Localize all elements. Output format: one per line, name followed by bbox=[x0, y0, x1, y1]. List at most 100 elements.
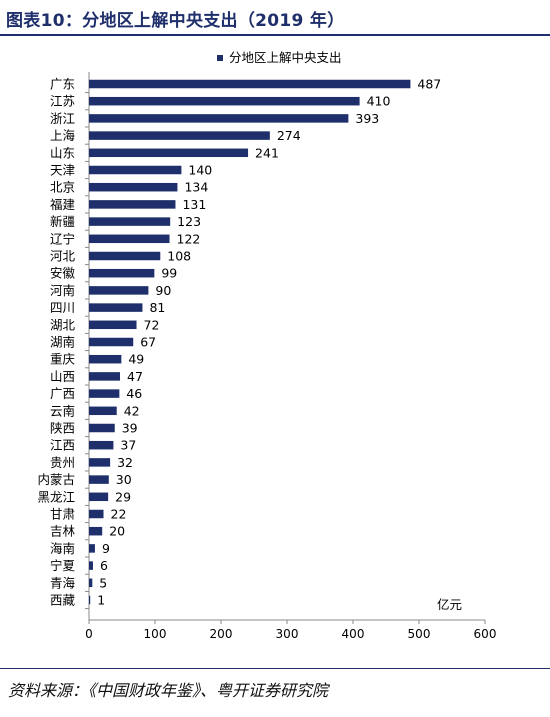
data-label: 393 bbox=[355, 111, 379, 126]
bar bbox=[89, 423, 115, 433]
bar bbox=[89, 148, 249, 158]
x-tick-label: 100 bbox=[144, 627, 167, 641]
data-label: 67 bbox=[140, 335, 156, 350]
bar bbox=[89, 337, 134, 347]
category-label: 湖北 bbox=[50, 317, 76, 332]
data-label: 39 bbox=[122, 421, 138, 436]
bar bbox=[89, 251, 161, 261]
bar bbox=[89, 96, 360, 106]
bar bbox=[89, 475, 109, 484]
category-label: 山西 bbox=[50, 369, 75, 384]
bar bbox=[89, 458, 111, 467]
data-label: 134 bbox=[184, 180, 208, 195]
category-label: 广东 bbox=[50, 77, 75, 92]
bar bbox=[89, 509, 104, 519]
category-label: 江苏 bbox=[50, 94, 75, 109]
bar-chart: 分地区上解中央支出 0 100 200 300 400 500 600 亿元 广东 487 江苏 410… bbox=[37, 50, 497, 641]
data-label: 487 bbox=[417, 77, 441, 92]
bar bbox=[89, 286, 149, 295]
category-label: 新疆 bbox=[50, 214, 75, 229]
data-label: 42 bbox=[124, 403, 140, 418]
category-label: 宁夏 bbox=[50, 558, 76, 573]
bar bbox=[89, 578, 93, 588]
category-label: 四川 bbox=[50, 300, 75, 315]
bar bbox=[89, 372, 121, 381]
category-label: 浙江 bbox=[50, 111, 75, 126]
data-label: 32 bbox=[117, 455, 133, 470]
x-tick-label: 600 bbox=[474, 627, 497, 641]
data-label: 29 bbox=[115, 489, 131, 504]
data-label: 90 bbox=[155, 283, 171, 298]
category-label: 河南 bbox=[50, 283, 75, 298]
category-label: 广西 bbox=[50, 386, 75, 401]
data-label: 140 bbox=[188, 163, 212, 178]
x-tick-label: 200 bbox=[210, 627, 233, 641]
category-label: 福建 bbox=[50, 197, 76, 212]
x-tick-label: 300 bbox=[276, 627, 299, 641]
bar bbox=[89, 217, 171, 226]
data-label: 37 bbox=[120, 438, 136, 453]
bar bbox=[89, 440, 114, 450]
bar bbox=[89, 561, 93, 570]
data-label: 1 bbox=[97, 593, 105, 608]
category-label: 安徽 bbox=[50, 266, 76, 281]
bar bbox=[89, 79, 411, 89]
category-label: 上海 bbox=[50, 128, 76, 143]
x-tick-label: 400 bbox=[342, 627, 365, 641]
data-label: 46 bbox=[126, 386, 142, 401]
data-label: 410 bbox=[367, 94, 391, 109]
data-label: 22 bbox=[111, 507, 127, 522]
bar bbox=[89, 406, 117, 416]
x-tick-label: 500 bbox=[408, 627, 431, 641]
bar bbox=[89, 595, 91, 605]
bar bbox=[89, 354, 122, 364]
category-label: 辽宁 bbox=[50, 231, 75, 246]
data-label: 81 bbox=[149, 300, 165, 315]
category-label: 天津 bbox=[50, 163, 75, 178]
category-label: 吉林 bbox=[50, 524, 76, 539]
data-label: 108 bbox=[167, 249, 191, 264]
category-label: 贵州 bbox=[50, 455, 75, 470]
data-label: 122 bbox=[177, 231, 201, 246]
bar bbox=[89, 200, 176, 209]
data-label: 9 bbox=[102, 541, 110, 556]
data-label: 274 bbox=[277, 128, 301, 143]
bar bbox=[89, 320, 137, 330]
category-label: 海南 bbox=[50, 541, 75, 556]
category-label: 山东 bbox=[50, 145, 75, 160]
category-label: 江西 bbox=[50, 438, 75, 453]
data-label: 6 bbox=[100, 558, 108, 573]
category-label: 湖南 bbox=[50, 335, 75, 350]
bar bbox=[89, 492, 109, 502]
data-label: 30 bbox=[116, 472, 132, 487]
data-label: 49 bbox=[128, 352, 144, 367]
data-label: 20 bbox=[109, 524, 125, 539]
bar bbox=[89, 131, 270, 140]
source-note: 资料来源：《中国财政年鉴》、粤开证券研究院 bbox=[8, 681, 329, 700]
data-label: 131 bbox=[182, 197, 206, 212]
legend-swatch bbox=[217, 55, 223, 61]
data-label: 47 bbox=[127, 369, 143, 384]
category-label: 北京 bbox=[50, 180, 75, 195]
data-label: 5 bbox=[99, 575, 107, 590]
category-label: 重庆 bbox=[50, 352, 76, 367]
category-label: 西藏 bbox=[50, 593, 76, 608]
category-label: 内蒙古 bbox=[37, 472, 75, 487]
bar bbox=[89, 544, 95, 553]
data-label: 99 bbox=[161, 266, 177, 281]
bar bbox=[89, 526, 103, 536]
category-label: 河北 bbox=[50, 249, 76, 264]
chart-title: 图表10：分地区上解中央支出（2019 年） bbox=[6, 11, 345, 31]
source-divider bbox=[0, 668, 550, 669]
category-label: 甘肃 bbox=[50, 507, 75, 522]
data-label: 72 bbox=[144, 317, 160, 332]
bar bbox=[89, 268, 155, 278]
bar bbox=[89, 389, 120, 398]
data-label: 123 bbox=[177, 214, 201, 229]
bar bbox=[89, 234, 170, 244]
category-label: 陕西 bbox=[50, 421, 75, 436]
category-label: 云南 bbox=[50, 403, 75, 418]
unit-label: 亿元 bbox=[437, 597, 462, 612]
category-label: 黑龙江 bbox=[37, 489, 75, 504]
bar bbox=[89, 165, 182, 175]
